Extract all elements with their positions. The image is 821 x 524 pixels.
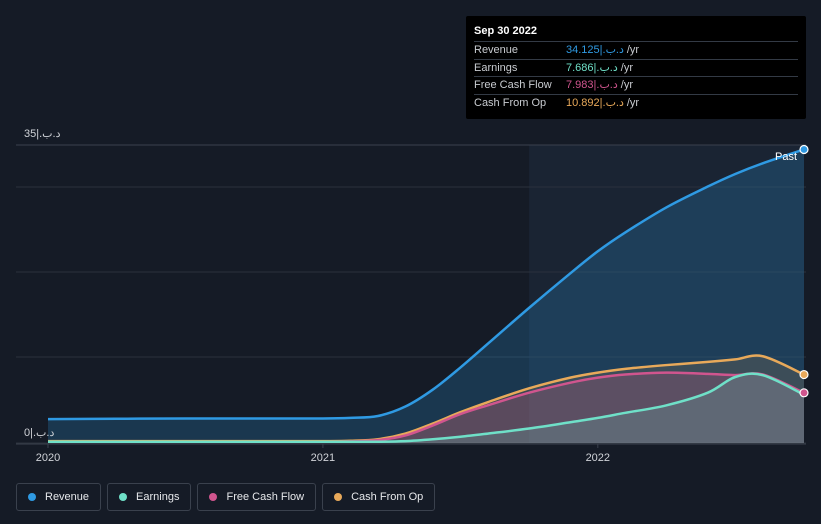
legend-dot-icon bbox=[28, 493, 36, 501]
tooltip-row-value: 34.125|.د.ب bbox=[566, 44, 624, 56]
area-free-cash-flow bbox=[48, 372, 804, 443]
area-earnings bbox=[48, 373, 804, 443]
point-free-cash-flow-end bbox=[799, 388, 809, 398]
y-tick-label-max: 35|.د.ب bbox=[24, 128, 61, 140]
legend: Revenue Earnings Free Cash Flow Cash From O… bbox=[16, 483, 436, 511]
legend-item-earnings[interactable]: Earnings bbox=[107, 483, 192, 511]
y-tick-label-zero: 0|.د.ب bbox=[24, 427, 54, 439]
line-revenue bbox=[47, 148, 805, 421]
x-tick-label: 2020 bbox=[36, 452, 60, 464]
legend-label: Free Cash Flow bbox=[226, 491, 305, 503]
legend-item-free-cash-flow[interactable]: Free Cash Flow bbox=[197, 483, 317, 511]
tooltip-row-unit: /yr bbox=[626, 96, 640, 109]
tooltip-date: Sep 30 2022 bbox=[474, 24, 798, 42]
tooltip-row-label: Cash From Op bbox=[474, 96, 547, 109]
legend-item-revenue[interactable]: Revenue bbox=[16, 483, 102, 511]
past-label: Past bbox=[775, 151, 797, 163]
x-tick-label: 2021 bbox=[311, 452, 335, 464]
tooltip-panel: Sep 30 2022 Revenue 34.125|.د.ب/yr Earning… bbox=[466, 16, 806, 119]
tooltip-row-unit: /yr bbox=[620, 79, 633, 91]
tooltip-row-cash-from-op: Cash From Op 10.892|.د.ب/yr bbox=[474, 95, 798, 113]
tooltip-row-value: 7.686|.د.ب bbox=[566, 61, 618, 74]
tooltip-row-label: Free Cash Flow bbox=[474, 79, 552, 91]
legend-label: Revenue bbox=[45, 491, 90, 503]
legend-dot-icon bbox=[119, 493, 128, 501]
point-cash-from-op-end bbox=[799, 369, 809, 380]
tooltip-row-label: Revenue bbox=[474, 44, 519, 56]
tooltip-row-value: 10.892|.د.ب bbox=[566, 96, 624, 109]
tooltip-row-free-cash-flow: Free Cash Flow 7.983|.د.ب/yr bbox=[474, 77, 798, 95]
legend-item-cash-from-op[interactable]: Cash From Op bbox=[322, 483, 436, 511]
point-revenue-end bbox=[799, 144, 809, 155]
past-shaded-region bbox=[529, 145, 804, 443]
legend-dot-icon bbox=[209, 493, 218, 501]
tooltip-row-unit: /yr bbox=[626, 44, 640, 56]
tooltip-row-earnings: Earnings 7.686|.د.ب/yr bbox=[474, 60, 798, 77]
tooltip-row-label: Earnings bbox=[474, 61, 518, 74]
x-tick-label: 2022 bbox=[586, 452, 610, 464]
tooltip-row-unit: /yr bbox=[620, 61, 633, 74]
tooltip-row-value: 7.983|.د.ب bbox=[566, 79, 618, 91]
tooltip-row-revenue: Revenue 34.125|.د.ب/yr bbox=[474, 42, 798, 60]
legend-label: Cash From Op bbox=[351, 491, 424, 503]
legend-dot-icon bbox=[334, 493, 343, 501]
legend-label: Earnings bbox=[136, 491, 180, 503]
line-earnings bbox=[48, 372, 805, 444]
area-cash-from-op bbox=[48, 355, 804, 443]
